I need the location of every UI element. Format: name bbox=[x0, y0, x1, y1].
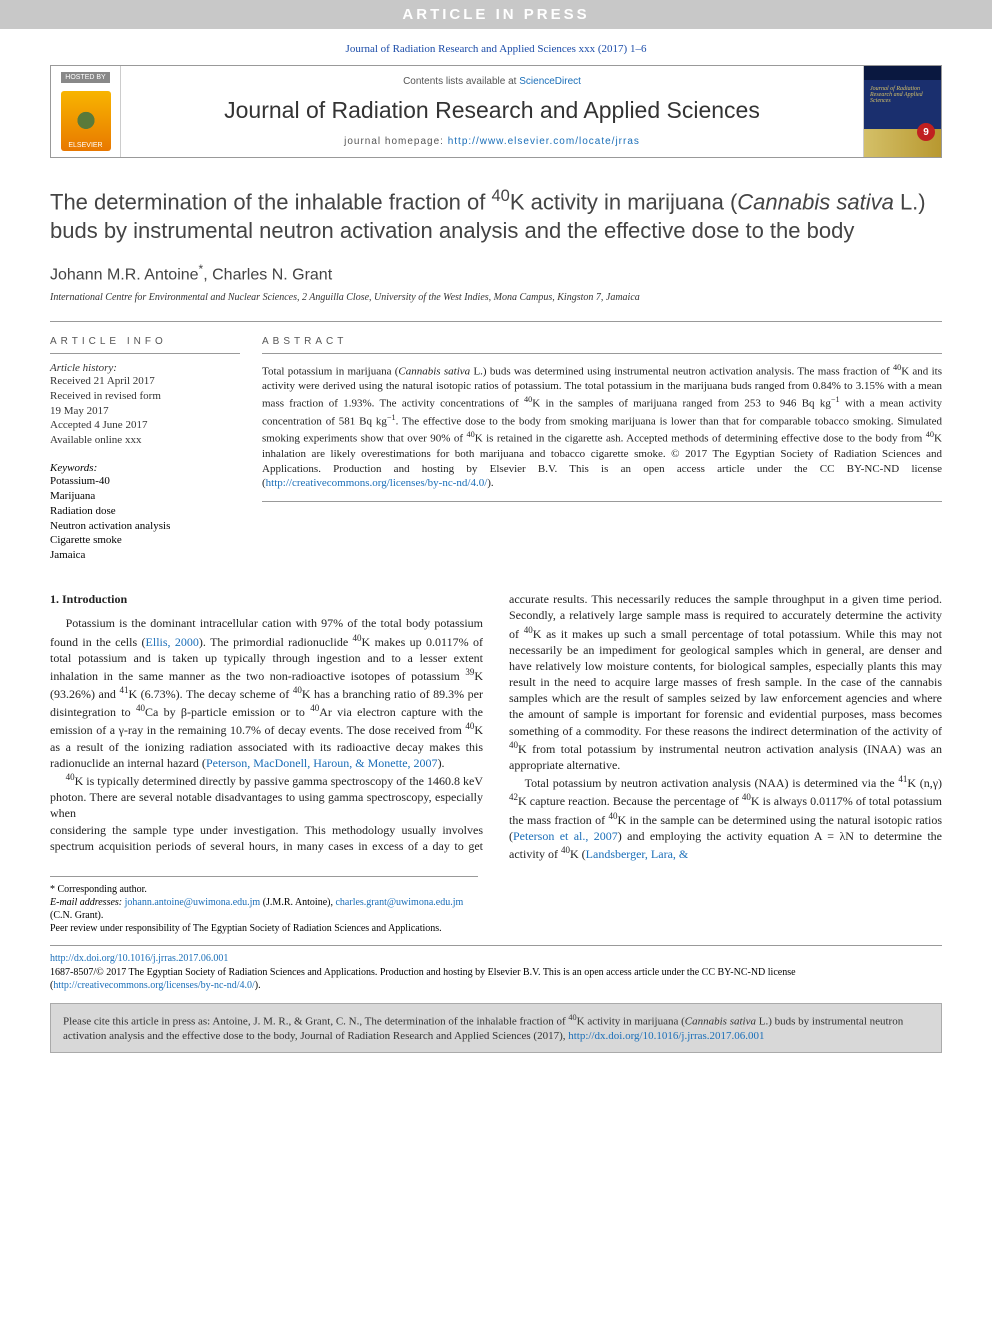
hosted-by-panel: HOSTED BY ELSEVIER bbox=[51, 66, 121, 157]
hosted-by-label: HOSTED BY bbox=[61, 72, 109, 83]
keyword: Radiation dose bbox=[50, 504, 240, 519]
abstract-head: ABSTRACT bbox=[262, 336, 942, 354]
sciencedirect-link[interactable]: ScienceDirect bbox=[519, 76, 581, 87]
body-text: 1. Introduction Potassium is the dominan… bbox=[50, 591, 942, 862]
top-citation: Journal of Radiation Research and Applie… bbox=[50, 29, 942, 65]
section-head: 1. Introduction bbox=[50, 591, 483, 607]
author-email-link[interactable]: johann.antoine@uwimona.edu.jm bbox=[125, 897, 261, 908]
doi-link[interactable]: http://dx.doi.org/10.1016/j.jrras.2017.0… bbox=[50, 953, 228, 964]
abstract-text: Total potassium in marijuana (Cannabis s… bbox=[262, 362, 942, 491]
body-paragraph: Potassium is the dominant intracellular … bbox=[50, 615, 483, 771]
elsevier-logo: ELSEVIER bbox=[61, 91, 111, 151]
journal-header: HOSTED BY ELSEVIER Contents lists availa… bbox=[50, 65, 942, 158]
homepage-prefix: journal homepage: bbox=[344, 136, 448, 147]
email-addresses: E-mail addresses: johann.antoine@uwimona… bbox=[50, 896, 478, 922]
history-line: Received in revised form bbox=[50, 389, 240, 404]
history-line: 19 May 2017 bbox=[50, 404, 240, 419]
author-list: Johann M.R. Antoine*, Charles N. Grant bbox=[50, 262, 942, 284]
keyword: Neutron activation analysis bbox=[50, 519, 240, 534]
email-label: E-mail addresses: bbox=[50, 897, 122, 908]
history-line: Received 21 April 2017 bbox=[50, 374, 240, 389]
article-info-column: ARTICLE INFO Article history: Received 2… bbox=[50, 336, 240, 563]
keyword: Potassium-40 bbox=[50, 474, 240, 489]
keyword: Marijuana bbox=[50, 489, 240, 504]
article-info-head: ARTICLE INFO bbox=[50, 336, 240, 354]
header-center: Contents lists available at ScienceDirec… bbox=[121, 66, 863, 157]
article-in-press-banner: ARTICLE IN PRESS bbox=[0, 0, 992, 29]
cover-volume-badge: 9 bbox=[917, 123, 935, 141]
article-title: The determination of the inhalable fract… bbox=[50, 186, 942, 246]
footnotes: * Corresponding author. E-mail addresses… bbox=[50, 876, 478, 935]
body-paragraph: Total potassium by neutron activation an… bbox=[509, 773, 942, 862]
elsevier-tree-icon bbox=[68, 106, 104, 142]
corresponding-author: * Corresponding author. bbox=[50, 883, 478, 896]
keyword: Jamaica bbox=[50, 548, 240, 563]
issn-copyright: 1687-8507/© 2017 The Egyptian Society of… bbox=[50, 966, 942, 993]
email-attribution: (C.N. Grant). bbox=[50, 910, 103, 921]
homepage-line: journal homepage: http://www.elsevier.co… bbox=[129, 136, 855, 147]
homepage-link[interactable]: http://www.elsevier.com/locate/jrras bbox=[448, 136, 640, 147]
author-email-link[interactable]: charles.grant@uwimona.edu.jm bbox=[335, 897, 463, 908]
abstract-column: ABSTRACT Total potassium in marijuana (C… bbox=[262, 336, 942, 563]
cite-this-article-box: Please cite this article in press as: An… bbox=[50, 1003, 942, 1053]
affiliation: International Centre for Environmental a… bbox=[50, 292, 942, 303]
elsevier-text: ELSEVIER bbox=[68, 142, 102, 149]
journal-cover-thumb: Journal of Radiation Research and Applie… bbox=[863, 66, 941, 157]
cover-title: Journal of Radiation Research and Applie… bbox=[864, 80, 941, 110]
keyword: Cigarette smoke bbox=[50, 533, 240, 548]
history-line: Accepted 4 June 2017 bbox=[50, 418, 240, 433]
body-paragraph: 40K is typically determined directly by … bbox=[50, 771, 483, 822]
journal-name: Journal of Radiation Research and Applie… bbox=[129, 97, 855, 124]
keywords-label: Keywords: bbox=[50, 462, 240, 474]
history-label: Article history: bbox=[50, 362, 240, 374]
email-attribution: (J.M.R. Antoine), bbox=[263, 897, 333, 908]
history-line: Available online xxx bbox=[50, 433, 240, 448]
contents-line: Contents lists available at ScienceDirec… bbox=[129, 76, 855, 87]
contents-prefix: Contents lists available at bbox=[403, 76, 519, 87]
peer-review-note: Peer review under responsibility of The … bbox=[50, 922, 478, 935]
doi-block: http://dx.doi.org/10.1016/j.jrras.2017.0… bbox=[50, 945, 942, 993]
